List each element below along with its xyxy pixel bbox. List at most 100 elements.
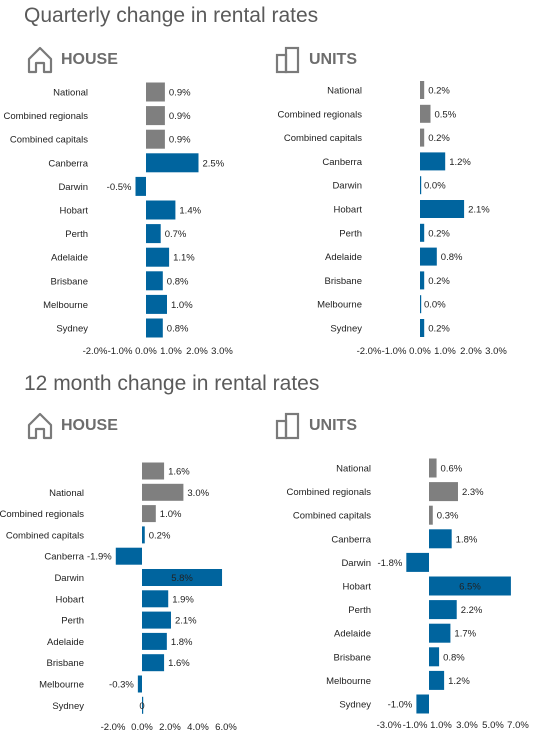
data-label: 0.8% <box>167 276 189 287</box>
data-label: 0.6% <box>441 464 463 475</box>
category-label: Melbourne <box>317 300 362 311</box>
category-label: National <box>336 464 371 475</box>
data-label: 1.7% <box>454 629 476 640</box>
bar <box>420 271 425 290</box>
x-tick-label: 1.0% <box>434 346 456 357</box>
panel-title: HOUSE <box>61 417 118 434</box>
category-label: Melbourne <box>43 300 88 311</box>
data-label: 1.0% <box>171 300 193 311</box>
bar <box>420 295 422 314</box>
bar <box>142 654 165 672</box>
data-label: 1.1% <box>173 253 195 264</box>
bar <box>142 590 169 608</box>
house-icon <box>27 46 53 74</box>
bar <box>142 505 156 523</box>
panel-header-quarterly-house: HOUSE <box>27 46 118 74</box>
category-label: Adelaide <box>334 629 371 640</box>
bar <box>142 611 171 629</box>
x-tick-label: 6.0% <box>215 722 237 733</box>
x-tick-label: 0.0% <box>409 346 431 357</box>
bar <box>146 82 165 102</box>
x-tick-label: 2.0% <box>460 346 482 357</box>
panel-header-12-month-units: UNITS <box>275 412 357 440</box>
data-label: 1.2% <box>449 157 471 168</box>
category-label: Brisbane <box>47 658 85 669</box>
data-label: 0.5% <box>435 109 457 120</box>
category-label: Combined regionals <box>278 109 363 120</box>
x-tick-label: 2.0% <box>186 346 208 357</box>
data-label: 0.0% <box>424 300 446 311</box>
category-label: Perth <box>348 605 371 616</box>
bar <box>142 632 167 650</box>
data-label: -1.0% <box>388 700 413 711</box>
bar <box>420 176 422 195</box>
category-label: Brisbane <box>51 276 89 287</box>
house-icon <box>27 412 53 440</box>
chart-quarterly-units: National Combined regionals Combined capit… <box>278 81 507 357</box>
category-label: National <box>49 488 84 499</box>
category-label: Darwin <box>332 181 362 192</box>
x-tick-label: -2.0% <box>357 346 382 357</box>
panel-title: UNITS <box>309 417 357 434</box>
x-tick-label: 0.0% <box>131 722 153 733</box>
category-label: Hobart <box>55 594 84 605</box>
data-label: 2.1% <box>468 205 490 216</box>
x-tick-label: 2.0% <box>159 722 181 733</box>
x-tick-label: -1.0% <box>382 346 407 357</box>
category-label: Darwin <box>58 182 88 193</box>
category-label: Sydney <box>52 701 84 712</box>
data-label: 0.2% <box>428 133 450 144</box>
category-label: Hobart <box>333 205 362 216</box>
data-label: 0.8% <box>441 252 463 263</box>
chart-12-month-house: National Combined regionals Combined capit… <box>0 462 237 733</box>
bar <box>429 458 437 478</box>
bar <box>142 526 145 544</box>
chart-12-month-units: National Combined regionals Combined capit… <box>287 458 529 731</box>
category-label: Hobart <box>59 206 88 217</box>
x-tick-label: 7.0% <box>507 720 529 731</box>
data-label: 1.6% <box>168 467 190 478</box>
category-label: Canberra <box>331 534 371 545</box>
category-label: Canberra <box>48 158 88 169</box>
category-label: Combined capitals <box>6 530 84 541</box>
category-label: Combined regionals <box>4 111 89 122</box>
data-label: 1.6% <box>168 658 190 669</box>
x-tick-label: 3.0% <box>456 720 478 731</box>
bar <box>142 462 165 480</box>
bar <box>142 483 184 501</box>
data-label: 0.8% <box>443 652 465 663</box>
data-label: 0.8% <box>167 324 189 335</box>
data-label: 0.9% <box>169 135 191 146</box>
bar <box>429 600 457 620</box>
data-label: 2.3% <box>462 487 484 498</box>
bar <box>146 224 161 244</box>
category-label: Combined regionals <box>0 509 84 520</box>
x-tick-label: 3.0% <box>485 346 507 357</box>
section-title-12-month: 12 month change in rental rates <box>24 372 320 395</box>
bar <box>429 670 445 690</box>
data-label: 0.2% <box>428 324 450 335</box>
bar <box>429 505 433 525</box>
category-label: Brisbane <box>334 652 372 663</box>
category-label: Canberra <box>322 157 362 168</box>
apartment-icon <box>275 412 300 440</box>
category-label: Melbourne <box>326 676 371 687</box>
bar <box>416 694 429 714</box>
panel-header-quarterly-units: UNITS <box>275 46 357 74</box>
x-tick-label: 4.0% <box>187 722 209 733</box>
bar <box>420 81 425 99</box>
data-label: 1.8% <box>171 637 193 648</box>
bar <box>420 200 465 218</box>
data-label: 0.2% <box>428 86 450 97</box>
category-label: Sydney <box>56 324 88 335</box>
category-label: Melbourne <box>39 680 84 691</box>
bar <box>146 247 170 267</box>
data-label: 0.9% <box>169 88 191 99</box>
x-tick-label: 0.0% <box>135 346 157 357</box>
category-label: Perth <box>61 616 84 627</box>
data-label: 2.5% <box>203 158 225 169</box>
category-label: Adelaide <box>325 252 362 263</box>
bar <box>142 569 223 586</box>
x-tick-label: 1.0% <box>430 720 452 731</box>
category-label: Combined regionals <box>287 487 372 498</box>
